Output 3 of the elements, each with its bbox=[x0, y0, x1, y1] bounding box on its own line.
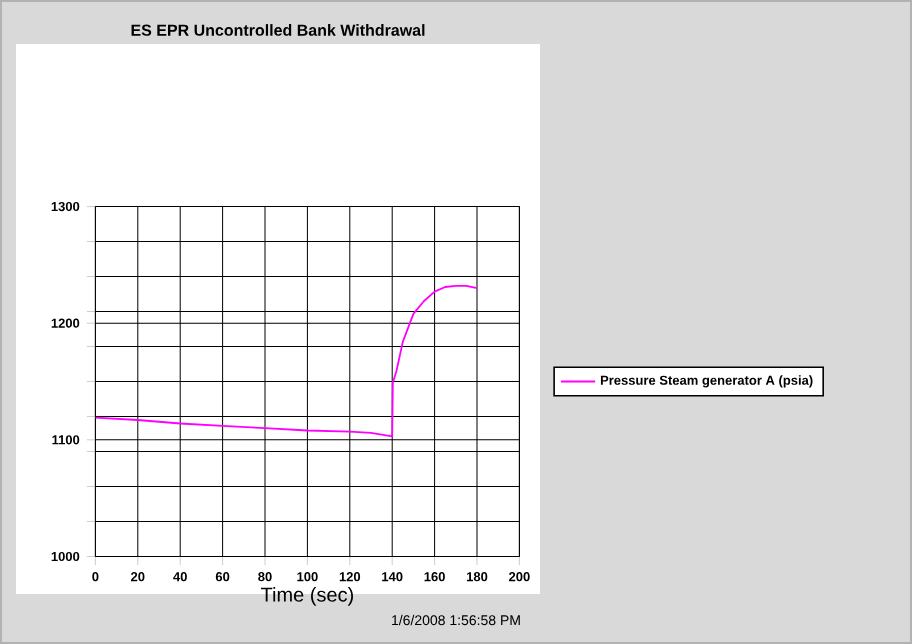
x-axis-title: Time (sec) bbox=[260, 587, 353, 606]
line-series bbox=[95, 284, 478, 438]
chart-title: ES EPR Uncontrolled Bank Withdrawal bbox=[131, 24, 425, 36]
